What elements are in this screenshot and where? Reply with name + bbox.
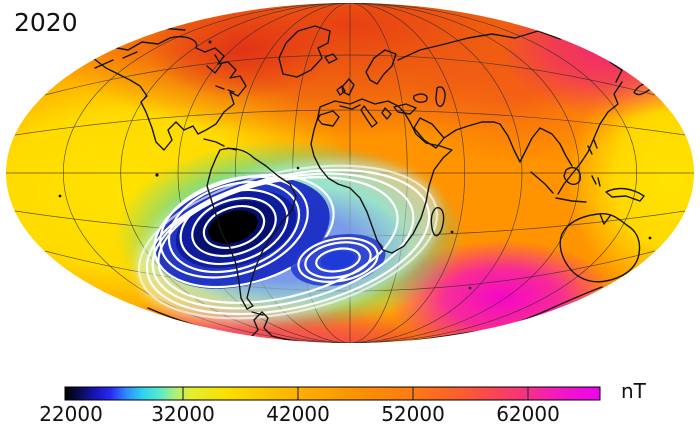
coast-borneo [563, 166, 581, 186]
colorbar-tick-label-62000: 62000 [496, 402, 560, 426]
coast-arabia [413, 117, 445, 149]
coast-new-guinea [605, 187, 645, 202]
coast-south-asia [443, 121, 573, 167]
coast-greenland [278, 25, 331, 78]
coast-australia [559, 212, 641, 283]
coast-scandinavia [365, 49, 397, 85]
coast-tasmania [611, 289, 621, 299]
colorbar-tick-label-22000: 22000 [39, 402, 103, 426]
coast-britain [336, 78, 355, 96]
colorbar-ticks [182, 387, 529, 400]
coast-kamchatka [642, 49, 656, 77]
black-sea [413, 93, 428, 103]
anomaly-minimum-core [208, 210, 258, 244]
coast-north-america [92, 36, 247, 151]
colorbar-tick-label-42000: 42000 [266, 402, 330, 426]
secondary-minimum-core [321, 251, 355, 269]
coast-madagascar [430, 207, 445, 237]
colorbar-tick-label-52000: 52000 [381, 402, 445, 426]
coast-south-america [206, 147, 297, 310]
colorbar-gradient-bar [65, 387, 600, 400]
coast-asia-east [557, 81, 623, 195]
year-label: 2020 [14, 8, 78, 37]
coast-iceland [324, 53, 338, 64]
coast-africa [310, 98, 453, 254]
coast-tierra-del-fuego [251, 311, 264, 316]
great-lakes [215, 85, 235, 93]
coast-iberia [317, 110, 340, 127]
colorbar-border [64, 386, 601, 401]
colorbar-unit-label: nT [621, 379, 646, 403]
colorbar [64, 386, 601, 401]
map-area [6, 3, 694, 343]
coast-sumatra-java [530, 171, 587, 203]
colorbar-tick-label-32000: 32000 [151, 402, 215, 426]
coast-new-zealand [652, 267, 671, 293]
caspian-sea [435, 86, 446, 108]
coast-hudson-bay [206, 54, 222, 74]
coast-mediterranean [339, 103, 417, 128]
coast-sulawesi-philippines [587, 139, 601, 187]
